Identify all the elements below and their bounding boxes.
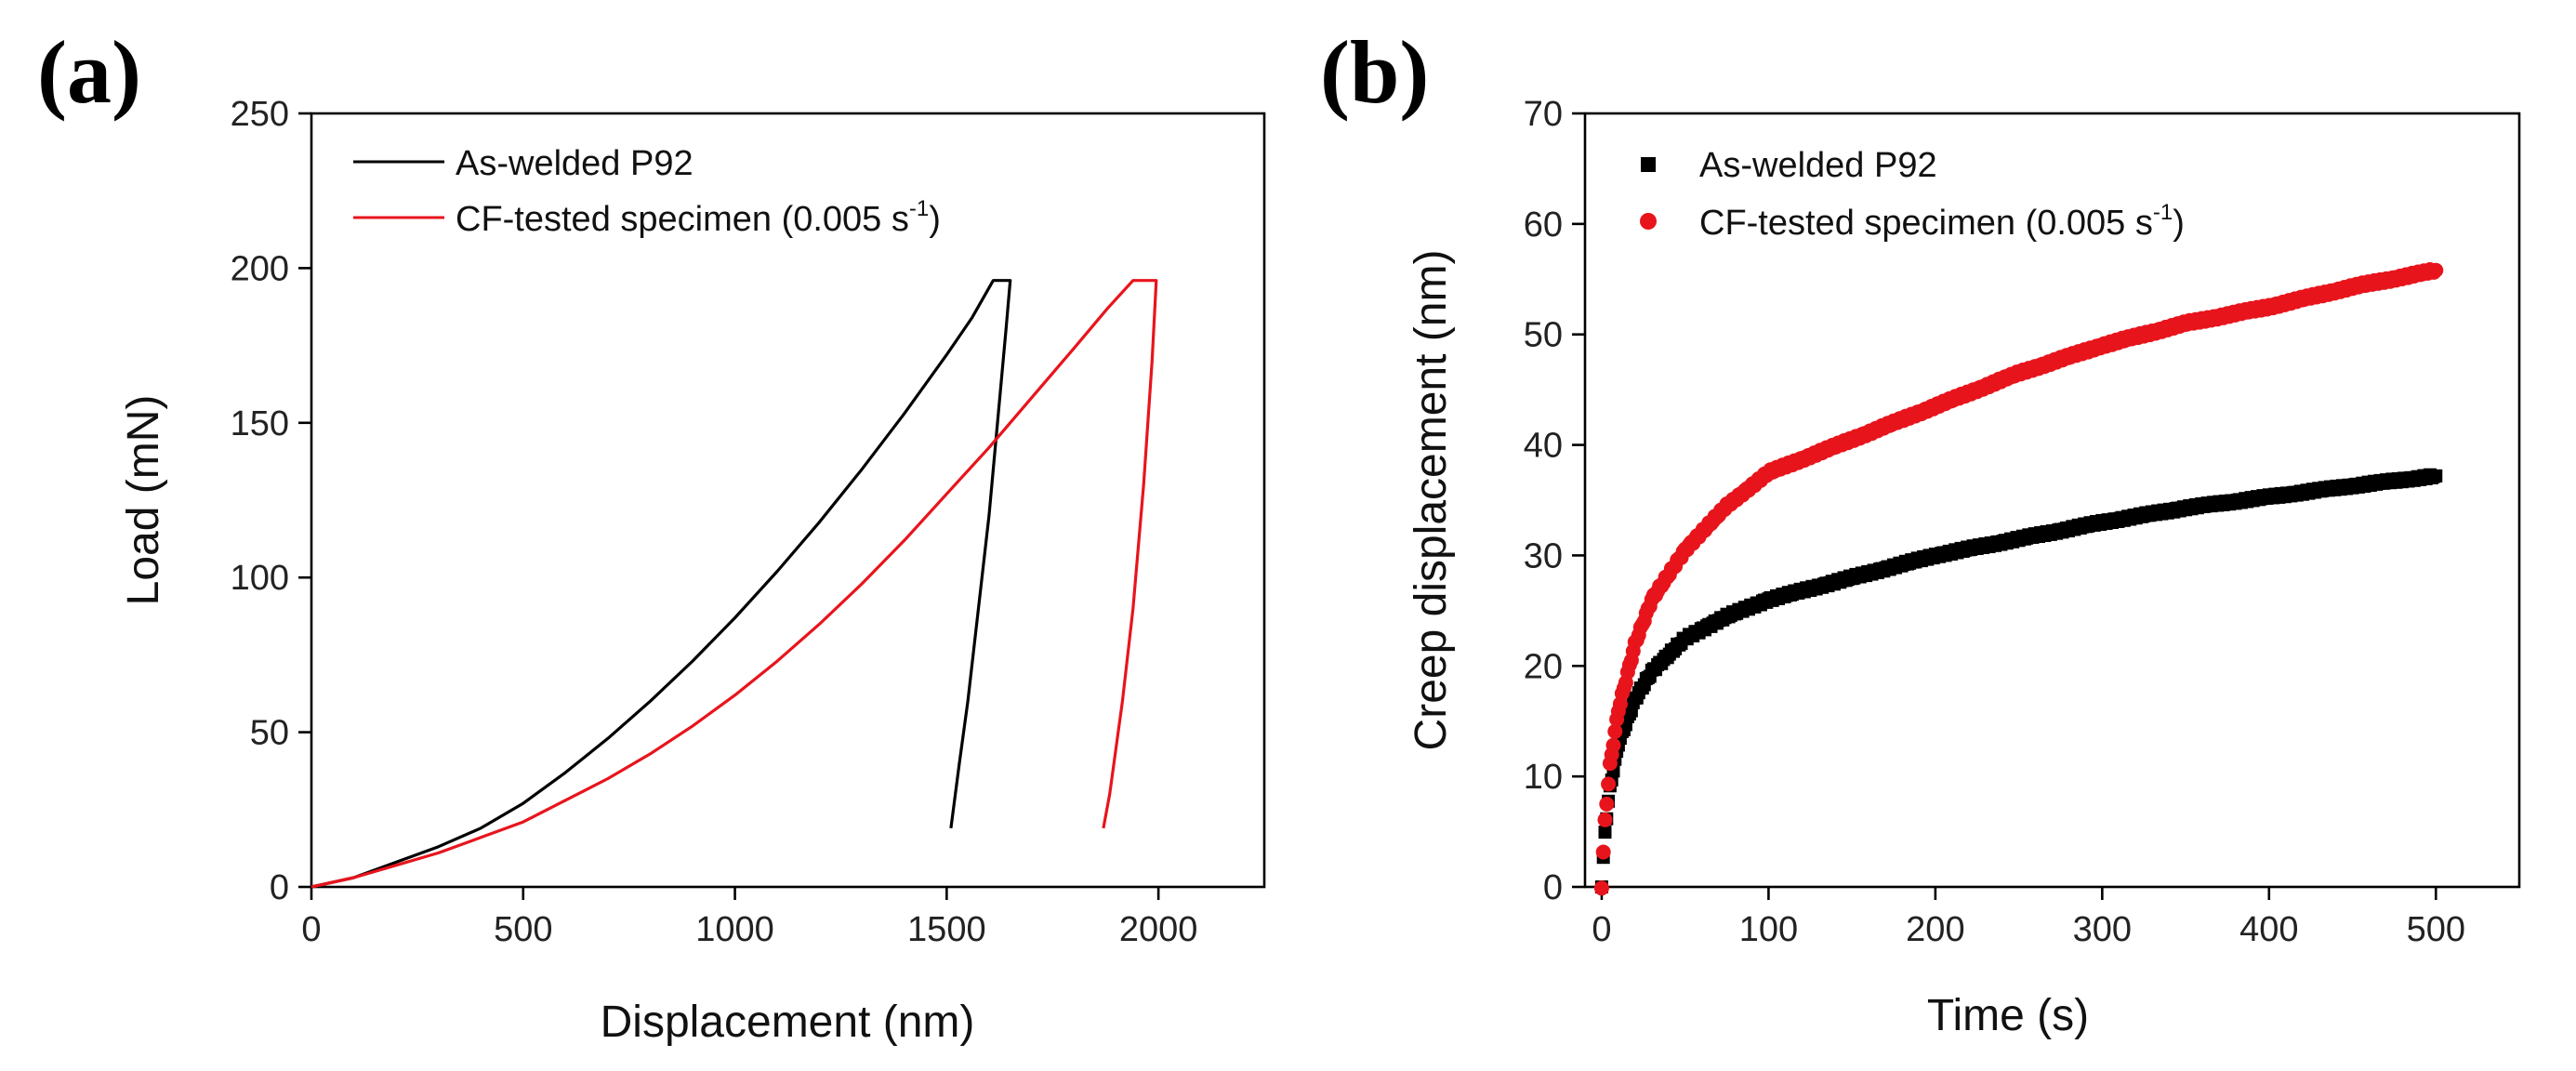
- panel-b-legend: As-welded P92 CF-tested specimen (0.005 …: [1640, 146, 2185, 243]
- panel-b-series-cf-tested-point: [1607, 723, 1623, 739]
- panel-b-x-tick-label: 300: [2073, 910, 2132, 949]
- panel-b-label: (b): [1320, 22, 1429, 122]
- panel-a-ticks: 0 500 1000 1500 2000 0 50 100 150 200 250: [231, 95, 1198, 949]
- panel-b-legend-label-cf-main: CF-tested specimen (0.005 s: [1699, 204, 2153, 243]
- panel-b-series-cf-tested-point: [2428, 262, 2444, 278]
- panel-b-y-tick-label: 30: [1524, 536, 1563, 575]
- panel-b-plot-frame: [1583, 112, 2521, 889]
- panel-b-legend-label-cf-tested: CF-tested specimen (0.005 s-1): [1699, 200, 2185, 243]
- panel-b-legend-label-cf-sup: -1: [2153, 200, 2173, 225]
- panel-a-x-axis-title: Displacement (nm): [601, 998, 975, 1047]
- panel-b-y-tick-label: 60: [1524, 205, 1563, 245]
- panel-a-legend-label-cf-sup: -1: [909, 196, 929, 221]
- panel-b-y-axis-title: Creep displacement (nm): [1407, 250, 1456, 751]
- panel-a-plot-frame: [310, 112, 1266, 889]
- panel-b-series-as-welded-markers: [1594, 468, 2443, 893]
- panel-a-legend-label-cf-main: CF-tested specimen (0.005 s: [456, 200, 909, 239]
- panel-b-y-tick-label: 70: [1524, 95, 1563, 134]
- panel-b-x-tick-label: 400: [2239, 910, 2298, 949]
- panel-a-x-tick-label: 0: [301, 910, 321, 949]
- panel-b-x-tick-label: 0: [1592, 910, 1611, 949]
- panel-b-legend-marker-as-welded: [1641, 157, 1656, 172]
- panel-b-series-cf-tested-markers: [1593, 262, 2444, 896]
- panel-a-x-tick-label: 500: [494, 910, 552, 949]
- panel-b-y-tick-label: 20: [1524, 647, 1563, 686]
- panel-a-x-tick-label: 1500: [907, 910, 986, 949]
- panel-b-x-tick-label: 500: [2407, 910, 2465, 949]
- panel-b-series: [1593, 262, 2444, 896]
- panel-a-y-tick-label: 150: [231, 404, 289, 443]
- panel-a: (a) 0 500 1000 1500 2000 0 50 100 150 200 250 Disp…: [37, 22, 1266, 1047]
- panel-a-y-tick-label: 0: [270, 868, 289, 907]
- panel-b-series-cf-tested-point: [1595, 844, 1611, 860]
- panel-a-legend-label-as-welded: As-welded P92: [456, 144, 694, 183]
- panel-b-legend-label-as-welded: As-welded P92: [1699, 146, 1937, 185]
- panel-a-label: (a): [37, 22, 141, 122]
- panel-b-series-as-welded-point: [1598, 826, 1612, 840]
- panel-b-y-tick-label: 0: [1543, 868, 1563, 907]
- panel-b-series-cf-tested-point: [1597, 812, 1613, 827]
- panel-b-x-tick-label: 100: [1739, 910, 1798, 949]
- panel-a-y-axis-title: Load (mN): [119, 395, 168, 606]
- panel-a-x-tick-label: 2000: [1119, 910, 1198, 949]
- panel-a-legend-label-cf-tested: CF-tested specimen (0.005 s-1): [456, 196, 941, 239]
- panel-b-series-cf-tested-point: [1605, 737, 1621, 753]
- panel-b-x-tick-label: 200: [1906, 910, 1964, 949]
- panel-b-y-tick-label: 50: [1524, 316, 1563, 355]
- panel-a-series-as-welded-line: [310, 279, 1012, 889]
- panel-b-x-axis-title: Time (s): [1927, 991, 2089, 1040]
- panel-b-series-cf-tested-point: [1599, 796, 1615, 812]
- panel-b-legend-marker-cf-tested: [1640, 213, 1657, 230]
- panel-a-y-tick-label: 50: [250, 714, 289, 753]
- panel-a-series-cf-tested-line: [310, 279, 1158, 889]
- panel-b-y-tick-label: 10: [1524, 758, 1563, 797]
- panel-b-ticks: 0 100 200 300 400 500 0 10 20 30 40 50 60 70: [1524, 95, 2465, 949]
- panel-a-legend: As-welded P92 CF-tested specimen (0.005 …: [353, 144, 941, 239]
- panel-b-y-tick-label: 40: [1524, 427, 1563, 466]
- panel-b-legend-label-cf-suffix: ): [2173, 204, 2185, 243]
- panel-a-series: [310, 279, 1158, 889]
- panel-a-y-tick-label: 100: [231, 559, 289, 598]
- panel-a-y-tick-label: 250: [231, 95, 289, 134]
- panel-b-series-cf-tested-point: [1601, 776, 1617, 792]
- panel-a-x-tick-label: 1000: [695, 910, 774, 949]
- panel-b-series-as-welded-point: [2429, 469, 2443, 483]
- panel-b-series-cf-tested-point: [1593, 880, 1609, 896]
- panel-a-y-tick-label: 200: [231, 249, 289, 288]
- panel-b: (b) 0 100 200 300 400 500 0 10 20 30 40 50 60 70 Time…: [1320, 22, 2521, 1040]
- panel-a-legend-label-cf-suffix: ): [929, 200, 941, 239]
